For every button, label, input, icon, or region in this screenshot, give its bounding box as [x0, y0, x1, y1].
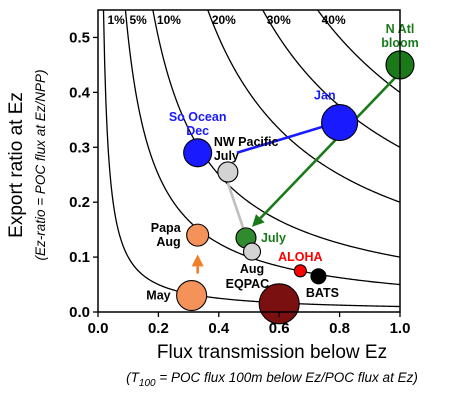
data-point: [176, 279, 208, 312]
contour-label: 5%: [129, 13, 147, 27]
plot-frame: [97, 9, 401, 313]
x-tick-label: 0.4: [208, 320, 230, 337]
arrow-head: [252, 214, 265, 227]
data-point: [293, 264, 307, 278]
y-axis-subtitle: (Ez-ratio = POC flux at Ez/NPP): [33, 70, 48, 261]
point-label: Aug: [156, 235, 180, 249]
x-tick-label: 0.6: [269, 320, 290, 337]
point-label: Papa: [151, 221, 182, 235]
point-label: EQPAC: [226, 277, 270, 291]
x-tick-label: 1.0: [390, 320, 411, 337]
y-tick-label: 0.4: [69, 84, 91, 101]
x-tick-label: 0.8: [329, 320, 350, 337]
contour-line: [317, 9, 401, 93]
contour-label: 40%: [322, 13, 346, 27]
contour-line: [207, 9, 401, 203]
x-axis-subtitle-prefix: (T: [126, 370, 140, 385]
arrow-shaft: [226, 182, 247, 235]
x-tick-label: 0.2: [148, 320, 169, 337]
point-label: ALOHA: [278, 250, 322, 264]
x-axis-subtitle-rest: = POC flux 100m below Ez/POC flux at Ez): [156, 370, 418, 385]
y-tick-label: 0.1: [69, 249, 90, 266]
y-tick-label: 0.5: [69, 29, 90, 46]
point-label: May: [146, 289, 170, 303]
arrow-shaft: [259, 74, 398, 220]
data-point: [258, 283, 300, 325]
point-label: Jan: [314, 89, 336, 103]
x-axis-subtitle-subscript: 100: [139, 378, 156, 389]
point-label: July: [214, 149, 239, 163]
point-label: Dec: [186, 124, 209, 138]
x-axis-title: Flux transmission below Ez: [157, 342, 387, 363]
data-points: [176, 50, 415, 325]
point-label: BATS: [306, 286, 339, 300]
arrow-shaft: [236, 124, 326, 155]
contour-labels: 1% 5% 10% 20% 30% 40%: [107, 13, 345, 27]
contour-line: [262, 9, 401, 148]
x-axis-subtitle: (T100 = POC flux 100m below Ez/POC flux …: [126, 370, 418, 389]
y-axis-title: Export ratio at Ez: [6, 92, 27, 238]
contour-label: 10%: [157, 13, 181, 27]
arrow-head: [191, 254, 204, 267]
y-tick-label: 0.0: [69, 304, 90, 321]
data-point: [217, 161, 239, 183]
contour-label: 1%: [107, 13, 125, 27]
point-label: Aug: [240, 262, 264, 276]
axis-ticks: 0.0 0.2 0.4 0.6 0.8 1.0 0.0 0.1 0.2 0.3 0.4 0.5: [69, 29, 410, 337]
y-tick-label: 0.2: [69, 194, 90, 211]
data-point: [242, 242, 262, 261]
data-point: [186, 223, 210, 247]
data-point: [183, 138, 213, 168]
data-point: [310, 268, 327, 285]
data-point: [321, 104, 359, 142]
contour-line: [102, 9, 401, 308]
point-label: NW Pacific: [214, 135, 279, 149]
point-label: July: [261, 231, 286, 245]
x-tick-label: 0.0: [88, 320, 109, 337]
point-label: So Ocean: [169, 110, 227, 124]
contour-line: [124, 9, 401, 286]
y-tick-label: 0.3: [69, 139, 90, 156]
contour-label: 20%: [212, 13, 236, 27]
contour-label: 30%: [267, 13, 291, 27]
